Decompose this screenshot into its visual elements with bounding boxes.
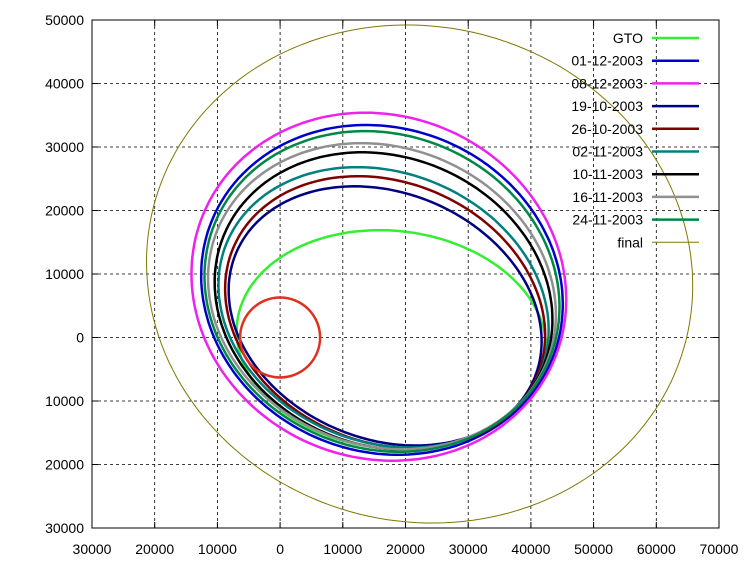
x-tick-label: 70000 bbox=[700, 541, 739, 557]
y-tick-label: 20000 bbox=[45, 203, 84, 219]
legend-label-gto: GTO bbox=[613, 30, 643, 46]
orbit-19-10-2003 bbox=[227, 185, 543, 447]
legend-label-08-12-2003: 08-12-2003 bbox=[571, 75, 643, 91]
legend-label-19-10-2003: 19-10-2003 bbox=[571, 98, 643, 114]
orbit-24-11-2003 bbox=[203, 129, 561, 454]
legend-label-02-11-2003: 02-11-2003 bbox=[572, 144, 643, 160]
y-axis-ticks: 30000 20000 10000 0 10000 20000 30000 40000 5000… bbox=[45, 12, 719, 536]
x-tick-label: 30000 bbox=[449, 541, 488, 557]
plot-frame bbox=[91, 19, 720, 529]
y-tick-label: 10000 bbox=[45, 266, 84, 282]
orbit-curves bbox=[146, 24, 694, 524]
legend: GTO 01-12-2003 08-12-2003 19-10-2003 26-10-2… bbox=[571, 30, 699, 250]
x-axis-ticks: 30000 20000 10000 0 10000 20000 30000 40000 5000… bbox=[73, 20, 739, 557]
legend-label-26-10-2003: 26-10-2003 bbox=[571, 121, 643, 137]
x-tick-label: 0 bbox=[276, 541, 284, 557]
legend-label-10-11-2003: 10-11-2003 bbox=[572, 166, 643, 182]
legend-label-01-12-2003: 01-12-2003 bbox=[571, 53, 643, 69]
x-tick-label: 10000 bbox=[323, 541, 362, 557]
legend-label-24-11-2003: 24-11-2003 bbox=[572, 212, 643, 228]
orbit-16-11-2003 bbox=[206, 141, 558, 451]
y-tick-label: 20000 bbox=[45, 457, 84, 473]
x-tick-label: 50000 bbox=[574, 541, 613, 557]
earth-circle bbox=[238, 296, 322, 379]
x-tick-label: 20000 bbox=[135, 541, 174, 557]
y-tick-label: 10000 bbox=[45, 393, 84, 409]
orbit-01-12-2003 bbox=[199, 123, 565, 457]
x-tick-label: 20000 bbox=[386, 541, 425, 557]
orbit-final bbox=[146, 24, 694, 524]
y-tick-label: 40000 bbox=[45, 76, 84, 92]
x-tick-label: 60000 bbox=[637, 541, 676, 557]
legend-label-final: final bbox=[617, 234, 643, 250]
x-tick-label: 40000 bbox=[511, 541, 550, 557]
legend-label-16-11-2003: 16-11-2003 bbox=[572, 189, 643, 205]
y-tick-label: 50000 bbox=[45, 12, 84, 28]
y-tick-label: 30000 bbox=[45, 139, 84, 155]
x-tick-label: 30000 bbox=[73, 541, 112, 557]
grid-lines bbox=[92, 20, 719, 528]
x-tick-label: 10000 bbox=[198, 541, 237, 557]
y-tick-label: 0 bbox=[76, 330, 84, 346]
orbit-08-12-2003 bbox=[190, 111, 568, 462]
y-tick-label: 30000 bbox=[45, 520, 84, 536]
